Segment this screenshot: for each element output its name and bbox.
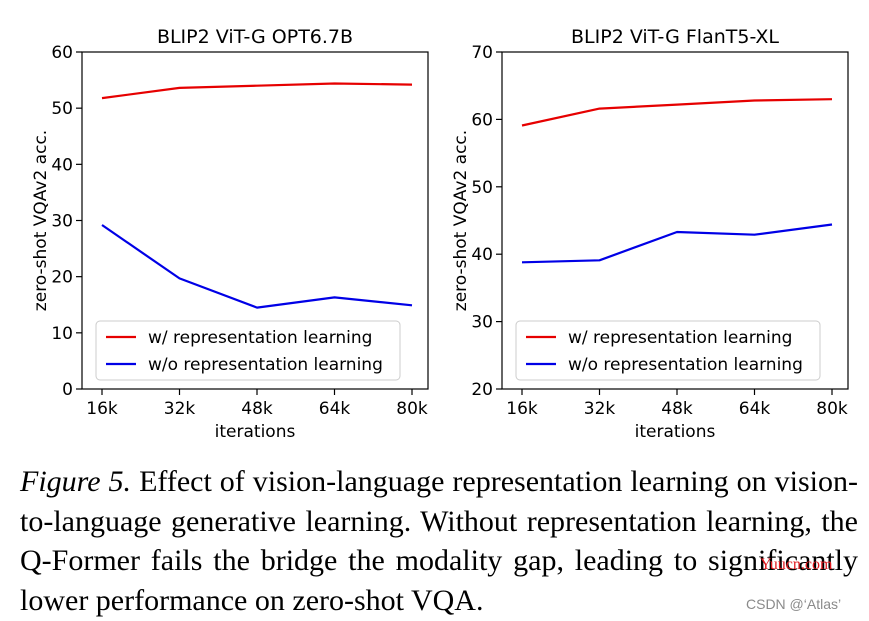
legend-box <box>515 320 821 381</box>
legend-box <box>95 320 401 381</box>
y-tick-label: 20 <box>51 268 73 288</box>
legend-label: w/ representation learning <box>568 328 792 348</box>
series-line-without-rep <box>101 224 413 309</box>
x-tick-label: 64k <box>739 399 771 419</box>
x-tick-label: 48k <box>661 399 693 419</box>
chart-title: BLIP2 ViT-G FlanT5-XL <box>571 26 779 48</box>
caption-text: Effect of vision-language representation… <box>20 465 858 617</box>
x-tick-label: 64k <box>319 399 351 419</box>
y-tick-label: 50 <box>471 178 493 198</box>
series-line-without-rep <box>521 223 833 264</box>
y-tick-label: 10 <box>51 324 73 344</box>
y-tick-label: 50 <box>51 99 73 119</box>
y-axis-label: zero-shot VQAv2 acc. <box>451 130 471 311</box>
chart-flant5: BLIP2 ViT-G FlanT5-XL 20 30 40 50 60 70 16k 32k 4… <box>451 26 849 442</box>
x-tick-label: 80k <box>816 399 848 419</box>
y-tick-label: 30 <box>471 313 493 333</box>
x-tick-label: 16k <box>506 399 538 419</box>
x-tick-label: 32k <box>584 399 616 419</box>
x-tick-label: 32k <box>164 399 196 419</box>
legend-label: w/ representation learning <box>148 328 372 348</box>
y-tick-label: 60 <box>51 43 73 63</box>
x-tick-label: 80k <box>396 399 428 419</box>
y-tick-label: 30 <box>51 212 73 232</box>
y-tick-label: 70 <box>471 43 493 63</box>
x-tick-label: 16k <box>86 399 118 419</box>
y-tick-label: 20 <box>471 380 493 400</box>
y-axis-label: zero-shot VQAv2 acc. <box>31 130 51 311</box>
plot-frame <box>501 51 849 390</box>
x-tick-label: 48k <box>241 399 273 419</box>
caption-lead: Figure 5. <box>20 465 132 498</box>
legend-label: w/o representation learning <box>568 355 803 375</box>
chart-title: BLIP2 ViT-G OPT6.7B <box>157 26 353 48</box>
y-tick-label: 0 <box>62 380 73 400</box>
y-tick-label: 60 <box>471 110 493 130</box>
figure-caption: Figure 5. Effect of vision-language repr… <box>20 462 858 620</box>
chart-opt: BLIP2 ViT-G OPT6.7B 0 10 20 30 40 50 60 16k 32k 48… <box>31 26 429 442</box>
y-tick-label: 40 <box>471 245 493 265</box>
csdn-watermark: CSDN @‘Atlas’ <box>746 596 842 612</box>
legend-label: w/o representation learning <box>148 355 383 375</box>
series-line-with-rep <box>101 82 413 100</box>
x-axis-label: iterations <box>215 422 296 442</box>
site-watermark: Yuucn.com <box>760 556 833 573</box>
x-axis-label: iterations <box>635 422 716 442</box>
y-tick-label: 40 <box>51 155 73 175</box>
series-line-with-rep <box>521 98 833 127</box>
